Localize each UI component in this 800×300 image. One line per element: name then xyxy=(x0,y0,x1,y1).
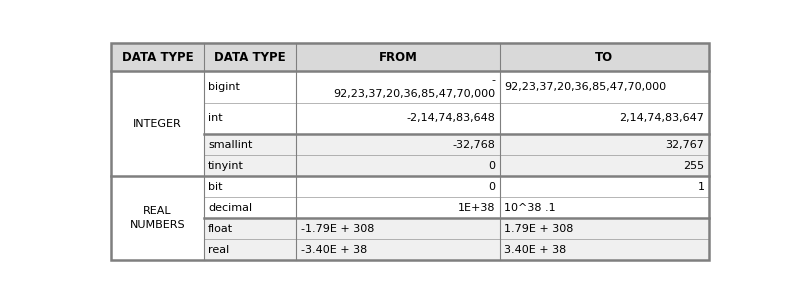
Text: FROM: FROM xyxy=(378,50,418,64)
Bar xyxy=(297,134,500,176)
Text: tinyint: tinyint xyxy=(208,160,244,171)
Text: 2,14,74,83,647: 2,14,74,83,647 xyxy=(620,113,705,123)
Text: real: real xyxy=(208,244,230,255)
Bar xyxy=(500,43,709,71)
Text: 0: 0 xyxy=(488,182,495,192)
Bar xyxy=(297,218,500,260)
Text: bit: bit xyxy=(208,182,222,192)
Bar xyxy=(204,176,297,218)
Text: DATA TYPE: DATA TYPE xyxy=(214,50,286,64)
Text: smallint: smallint xyxy=(208,140,253,150)
Text: 255: 255 xyxy=(683,160,705,171)
Text: 3.40E + 38: 3.40E + 38 xyxy=(504,244,566,255)
Bar xyxy=(297,71,500,134)
Text: -2,14,74,83,648: -2,14,74,83,648 xyxy=(406,113,495,123)
Bar xyxy=(500,134,709,176)
Text: 92,23,37,20,36,85,47,70,000: 92,23,37,20,36,85,47,70,000 xyxy=(504,82,666,92)
Text: 0: 0 xyxy=(488,160,495,171)
Text: 10^38 .1: 10^38 .1 xyxy=(504,202,556,213)
Bar xyxy=(204,218,297,260)
Text: float: float xyxy=(208,224,234,234)
Text: -
92,23,37,20,36,85,47,70,000: - 92,23,37,20,36,85,47,70,000 xyxy=(333,75,495,98)
Bar xyxy=(297,176,500,218)
Text: 1.79E + 308: 1.79E + 308 xyxy=(504,224,574,234)
Bar xyxy=(111,43,204,71)
Bar xyxy=(204,134,297,176)
Bar xyxy=(111,71,204,176)
Text: int: int xyxy=(208,113,222,123)
Bar xyxy=(500,176,709,218)
Bar xyxy=(204,71,297,134)
Bar xyxy=(500,218,709,260)
Text: -3.40E + 38: -3.40E + 38 xyxy=(301,244,367,255)
Text: decimal: decimal xyxy=(208,202,252,213)
Text: INTEGER: INTEGER xyxy=(133,118,182,129)
Bar xyxy=(297,43,500,71)
Text: 1E+38: 1E+38 xyxy=(458,202,495,213)
Text: DATA TYPE: DATA TYPE xyxy=(122,50,194,64)
Text: bigint: bigint xyxy=(208,82,240,92)
Text: -32,768: -32,768 xyxy=(453,140,495,150)
Text: 32,767: 32,767 xyxy=(666,140,705,150)
Bar xyxy=(204,43,297,71)
Text: REAL
NUMBERS: REAL NUMBERS xyxy=(130,206,186,230)
Bar xyxy=(111,176,204,260)
Text: 1: 1 xyxy=(698,182,705,192)
Bar xyxy=(500,71,709,134)
Text: -1.79E + 308: -1.79E + 308 xyxy=(301,224,374,234)
Text: TO: TO xyxy=(595,50,614,64)
